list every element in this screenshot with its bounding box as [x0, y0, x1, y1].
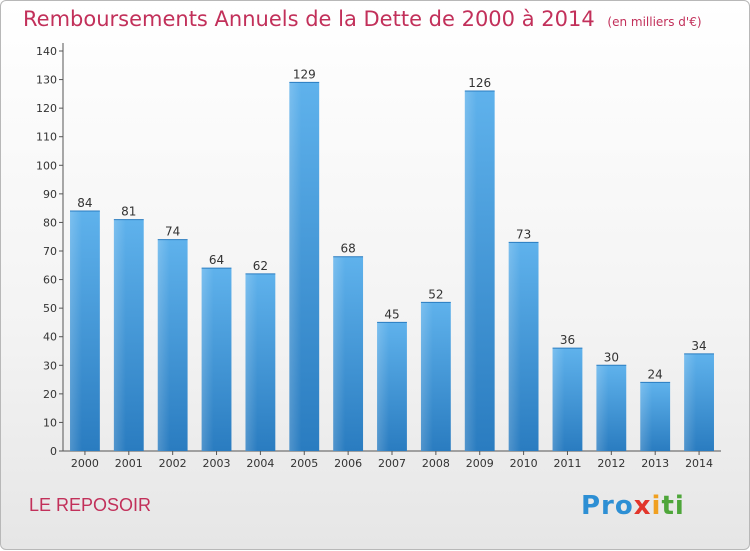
bar-value-label: 34: [691, 339, 706, 353]
bar-highlight: [157, 239, 170, 451]
bar-value-label: 84: [77, 196, 92, 210]
x-tick-label: 2010: [510, 457, 538, 470]
bar-highlight: [245, 273, 258, 451]
chart-title: Remboursements Annuels de la Dette de 20…: [23, 7, 702, 31]
x-tick-label: 2012: [597, 457, 625, 470]
bar-value-label: 129: [293, 67, 316, 81]
bar-highlight: [113, 219, 126, 451]
logo-part-1: Pro: [581, 491, 634, 521]
logo-part-2: x: [633, 491, 652, 521]
bar-highlight: [70, 211, 82, 451]
bar-highlight: [333, 256, 346, 451]
proxiti-logo: Proxiti: [581, 491, 685, 521]
y-tick-label: 40: [43, 331, 57, 344]
x-tick-label: 2014: [685, 457, 713, 470]
y-tick-label: 130: [36, 74, 57, 87]
bar-value-label: 24: [648, 367, 663, 381]
bar-value-label: 126: [468, 76, 491, 90]
logo-part-4: ti: [661, 491, 685, 521]
bar-value-label: 52: [428, 287, 443, 301]
bars: [70, 81, 714, 451]
bar-highlight: [596, 365, 609, 451]
bar-value-label: 30: [604, 350, 619, 364]
y-tick-label: 0: [50, 445, 57, 458]
x-tick-label: 2008: [422, 457, 450, 470]
logo-part-3: i: [651, 491, 662, 521]
bar-value-label: 68: [340, 242, 355, 256]
bar-value-label: 36: [560, 333, 575, 347]
x-tick-label: 2002: [159, 457, 187, 470]
y-tick-label: 70: [43, 245, 57, 258]
y-tick-label: 140: [36, 45, 57, 58]
y-tick-label: 30: [43, 359, 57, 372]
y-tick-label: 80: [43, 216, 57, 229]
bar-highlight: [508, 242, 521, 451]
y-tick-label: 120: [36, 102, 57, 115]
bar-value-label: 64: [209, 253, 224, 267]
x-tick-label: 2006: [334, 457, 362, 470]
axes: 0 10 20 30 40 50 60 70 80 90 100 110 120 130 140: [36, 43, 721, 458]
bar-highlight: [420, 302, 433, 451]
chart-subtitle: (en milliers d'€): [607, 15, 702, 29]
bar-highlight: [684, 353, 697, 451]
bar-highlight: [289, 82, 302, 451]
bar-value-label: 45: [384, 307, 399, 321]
x-tick-label: 2013: [641, 457, 669, 470]
y-tick-label: 60: [43, 274, 57, 287]
bar-highlight: [201, 268, 214, 451]
x-tick-label: 2000: [71, 457, 99, 470]
place-name: LE REPOSOIR: [29, 495, 152, 515]
x-tick-label: 2007: [378, 457, 406, 470]
bar-highlight: [464, 91, 477, 451]
chart-title-text: Remboursements Annuels de la Dette de 20…: [23, 7, 595, 31]
bar-value-label: 62: [253, 259, 268, 273]
x-tick-label: 2003: [203, 457, 231, 470]
bar-highlight: [377, 322, 390, 451]
x-tick-label: 2011: [553, 457, 581, 470]
x-tick-label: 2001: [115, 457, 143, 470]
y-tick-label: 100: [36, 159, 57, 172]
labels: 84 2000 81 2001 74 2002 64 2003 62 2004 129 2005 68 2…: [71, 67, 713, 470]
x-tick-label: 2009: [466, 457, 494, 470]
bar-value-label: 74: [165, 225, 180, 239]
y-tick-label: 20: [43, 388, 57, 401]
bar-value-label: 73: [516, 227, 531, 241]
bar-highlight: [640, 382, 653, 451]
y-tick-label: 110: [36, 131, 57, 144]
y-tick-label: 50: [43, 302, 57, 315]
y-tick-label: 10: [43, 416, 57, 429]
bar-value-label: 81: [121, 205, 136, 219]
x-tick-label: 2004: [246, 457, 274, 470]
bar-highlight: [552, 348, 565, 451]
y-tick-label: 90: [43, 188, 57, 201]
x-tick-label: 2005: [290, 457, 318, 470]
